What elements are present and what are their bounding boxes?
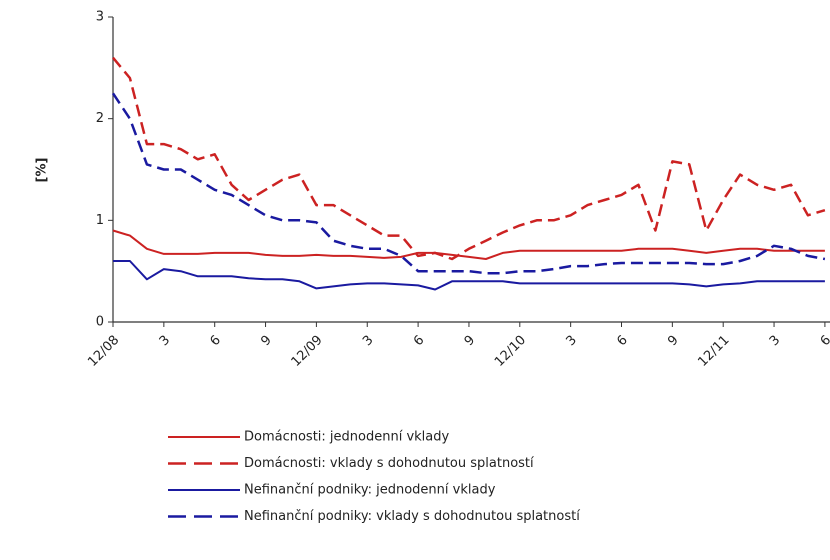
series-line (112, 56, 826, 261)
legend-label: Domácnosti: vklady s dohodnutou splatnos… (244, 456, 534, 471)
x-tick-label: 12/11 (695, 333, 732, 370)
x-tick-label: 6 (614, 333, 630, 349)
x-tick-label: 3 (157, 333, 173, 349)
legend-label: Nefinanční podniky: vklady s dohodnutou … (244, 509, 580, 524)
x-tick-label: 9 (462, 333, 478, 349)
x-tick-label: 6 (411, 333, 427, 349)
x-tick-label: 3 (360, 333, 376, 349)
x-tick-label: 9 (258, 333, 274, 349)
x-tick-label: 9 (665, 333, 681, 349)
x-tick-label: 3 (563, 333, 579, 349)
y-tick-label: 1 (96, 213, 104, 228)
y-tick-label: 2 (96, 111, 104, 126)
series-line (112, 229, 825, 260)
x-tick-label: 6 (208, 333, 224, 349)
legend-label: Domácnosti: jednodenní vklady (244, 430, 450, 445)
x-tick-label: 12/09 (289, 333, 326, 370)
y-axis-label: [%] (35, 158, 50, 183)
legend-label: Nefinanční podniky: jednodenní vklady (244, 483, 496, 498)
series-line (113, 260, 825, 291)
x-tick-label: 12/10 (492, 333, 529, 370)
x-tick-label: 12/08 (85, 333, 122, 370)
series-line (111, 92, 826, 275)
y-tick-label: 3 (96, 10, 104, 25)
y-tick-label: 0 (96, 315, 104, 330)
x-tick-label: 6 (818, 333, 830, 349)
x-tick-label: 3 (767, 333, 783, 349)
